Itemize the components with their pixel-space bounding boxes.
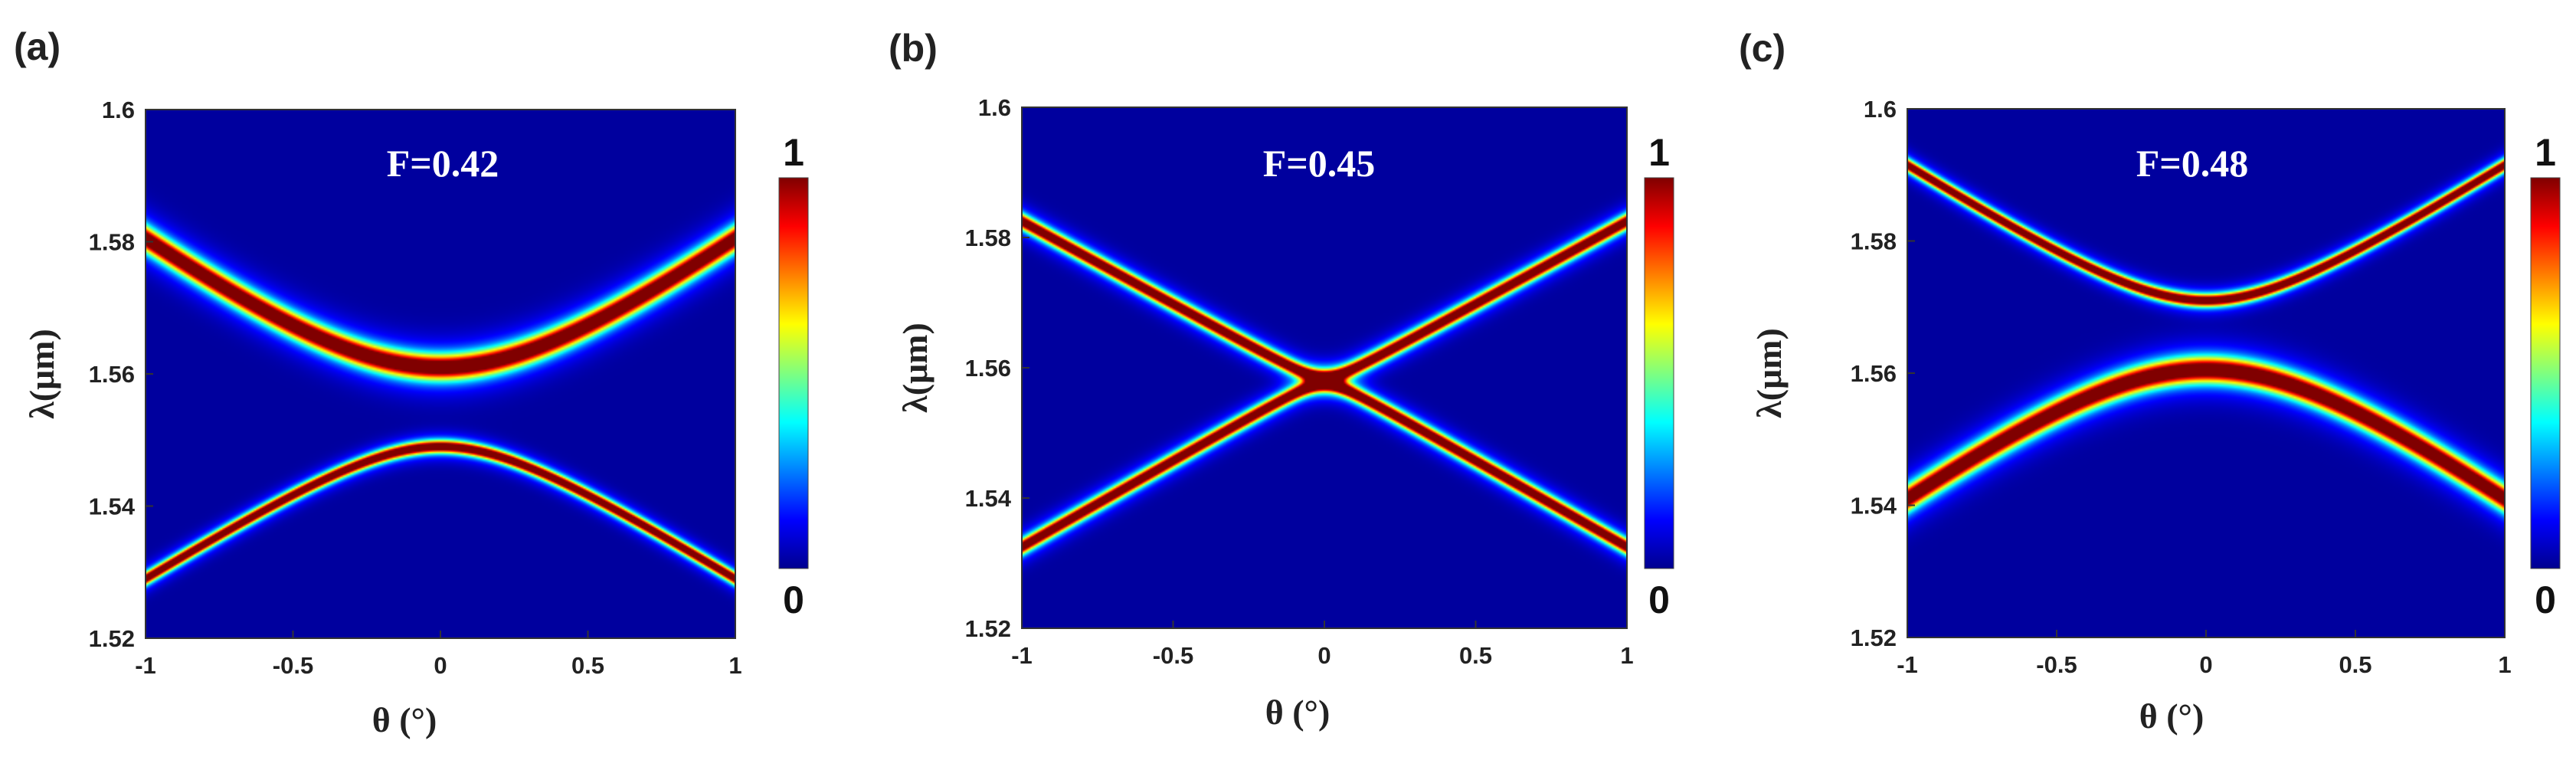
colorbar: [778, 177, 809, 569]
x-tick-label: 0: [434, 652, 447, 679]
y-axis-label: λ(μm): [1750, 328, 1789, 418]
y-tick-label: 1.54: [89, 493, 136, 520]
y-tick-label: 1.6: [102, 97, 135, 123]
x-tick-label: -0.5: [1153, 642, 1193, 669]
f-value-label: F=0.42: [387, 142, 499, 185]
y-tick-label: 1.56: [1851, 360, 1897, 387]
y-tick-label: 1.58: [965, 224, 1011, 251]
y-tick-label: 1.54: [1851, 493, 1897, 519]
colorbar: [1644, 177, 1674, 569]
heatmap-image: [146, 110, 735, 638]
y-axis-label: λ(μm): [22, 329, 61, 419]
y-tick-label: 1.56: [89, 361, 135, 388]
x-axis-label: θ (°): [2139, 696, 2204, 736]
panel-label: (a): [14, 25, 61, 68]
y-tick-label: 1.58: [1851, 228, 1897, 255]
y-tick-label: 1.6: [978, 94, 1011, 121]
f-value-label: F=0.45: [1263, 142, 1376, 185]
heatmap-image: [1907, 109, 2505, 637]
y-tick-label: 1.58: [89, 229, 135, 256]
colorbar: [2530, 177, 2561, 569]
colorbar-min-label: 0: [783, 578, 804, 621]
x-tick-label: 1: [2498, 651, 2511, 678]
colorbar-max-label: 1: [1648, 131, 1670, 174]
x-tick-label: -1: [1011, 642, 1033, 669]
x-tick-label: 0: [1317, 642, 1331, 669]
colorbar-max-label: 1: [2535, 131, 2556, 174]
y-axis-label: λ(μm): [895, 323, 934, 413]
y-tick-label: 1.56: [965, 355, 1011, 382]
y-tick-label: 1.52: [965, 615, 1011, 642]
x-axis-label: θ (°): [372, 700, 437, 739]
y-tick-label: 1.54: [965, 485, 1012, 512]
x-tick-label: 0.5: [1459, 642, 1492, 669]
colorbar-max-label: 1: [783, 131, 804, 174]
y-tick-label: 1.6: [1864, 96, 1897, 123]
x-tick-label: 1: [1620, 642, 1633, 669]
x-tick-label: -0.5: [2036, 651, 2077, 678]
x-axis-label: θ (°): [1265, 693, 1331, 732]
x-tick-label: -1: [1897, 651, 1918, 678]
colorbar-min-label: 0: [2535, 578, 2556, 621]
panel-a: -1 -0.5 0 0.5 1 1.52 1.54 1.56 1.58 1.6 θ (°) λ(μm)…: [14, 25, 809, 739]
x-tick-label: 0.5: [571, 652, 604, 679]
panel-label: (c): [1739, 27, 1786, 70]
x-tick-label: 0.5: [2339, 651, 2371, 678]
panel-label: (b): [889, 27, 938, 70]
y-tick-label: 1.52: [1851, 624, 1897, 651]
f-value-label: F=0.48: [2136, 142, 2249, 185]
panel-b: -1 -0.5 0 0.5 1 1.52 1.54 1.56 1.58 1.6 θ (°) λ(μm)…: [889, 27, 1674, 732]
x-tick-label: -1: [135, 652, 156, 679]
x-tick-label: 0: [2199, 651, 2212, 678]
y-tick-label: 1.52: [89, 625, 135, 652]
heatmap-image: [1022, 107, 1627, 628]
x-tick-label: -0.5: [273, 652, 313, 679]
panel-c: -1 -0.5 0 0.5 1 1.52 1.54 1.56 1.58 1.6 θ (°) λ(μm)…: [1739, 27, 2561, 736]
colorbar-min-label: 0: [1648, 578, 1670, 621]
x-tick-label: 1: [728, 652, 741, 679]
